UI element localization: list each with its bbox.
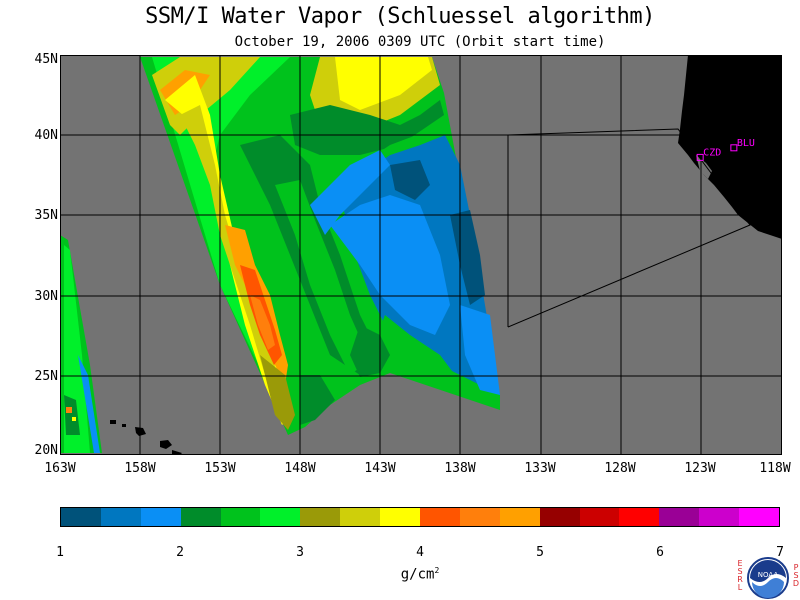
hawaii-islands	[110, 420, 182, 455]
colorbar-swatch	[260, 508, 301, 526]
colorbar-swatch	[100, 508, 141, 526]
colorbar-swatch	[499, 508, 540, 526]
lat-label-40n: 40N	[34, 128, 58, 143]
region-outline	[507, 128, 751, 328]
main-swath	[140, 57, 500, 435]
colorbar-swatch	[579, 508, 620, 526]
colorbar-swatch	[340, 508, 381, 526]
lon-label-133w: 133W	[524, 461, 556, 476]
lon-label-148w: 148W	[284, 461, 316, 476]
colorbar-swatch	[180, 508, 221, 526]
noaa-seal-icon: NOAA	[747, 557, 789, 599]
chart-subtitle: October 19, 2006 0309 UTC (Orbit start t…	[234, 34, 606, 50]
colorbar-tick-label: 4	[416, 545, 424, 560]
lat-label-35n: 35N	[34, 208, 58, 223]
colorbar-tick-label: 3	[296, 545, 304, 560]
lat-label-20n: 20N	[34, 443, 58, 458]
colorbar-swatch	[300, 508, 341, 526]
colorbar-swatch	[699, 508, 740, 526]
land-california	[678, 55, 782, 239]
water-vapor-map: CZD BLU	[60, 55, 782, 455]
colorbar-swatch	[659, 508, 700, 526]
colorbar-swatch	[739, 508, 780, 526]
colorbar-units: g/cm2	[400, 566, 440, 583]
colorbar	[60, 507, 780, 527]
lon-label-123w: 123W	[684, 461, 716, 476]
station-label-blu: BLU	[737, 138, 755, 149]
lon-label-138w: 138W	[444, 461, 476, 476]
map-border	[60, 55, 782, 455]
colorbar-tick-label: 1	[56, 545, 64, 560]
colorbar-swatch	[539, 508, 580, 526]
colorbar-swatch	[420, 508, 460, 526]
lat-label-25n: 25N	[34, 369, 58, 384]
colorbar-swatch	[220, 508, 261, 526]
colorbar-swatch	[140, 508, 181, 526]
lon-label-128w: 128W	[604, 461, 636, 476]
colorbar-tick-label: 5	[536, 545, 544, 560]
station-marker-blu	[730, 144, 738, 152]
lon-label-143w: 143W	[364, 461, 396, 476]
chart-title: SSM/I Water Vapor (Schluessel algorithm)	[145, 4, 655, 29]
colorbar-tick-label: 2	[176, 545, 184, 560]
lat-label-30n: 30N	[34, 289, 58, 304]
station-markers: CZD BLU	[696, 138, 755, 161]
colorbar-tick-label: 6	[656, 545, 664, 560]
lon-label-158w: 158W	[124, 461, 156, 476]
station-marker-czd	[696, 153, 704, 161]
colorbar-tick-label: 7	[776, 545, 784, 560]
lon-label-153w: 153W	[204, 461, 236, 476]
lon-label-118w: 118W	[759, 461, 791, 476]
colorbar-swatch	[619, 508, 660, 526]
lat-label-45n: 45N	[34, 52, 58, 67]
map-grid	[60, 55, 782, 455]
colorbar-swatch	[380, 508, 421, 526]
svg-text:NOAA: NOAA	[758, 571, 779, 579]
station-label-czd: CZD	[703, 147, 721, 158]
western-swath	[60, 235, 102, 453]
colorbar-swatch	[459, 508, 500, 526]
lon-label-163w: 163W	[44, 461, 76, 476]
colorbar-swatch	[61, 508, 101, 526]
